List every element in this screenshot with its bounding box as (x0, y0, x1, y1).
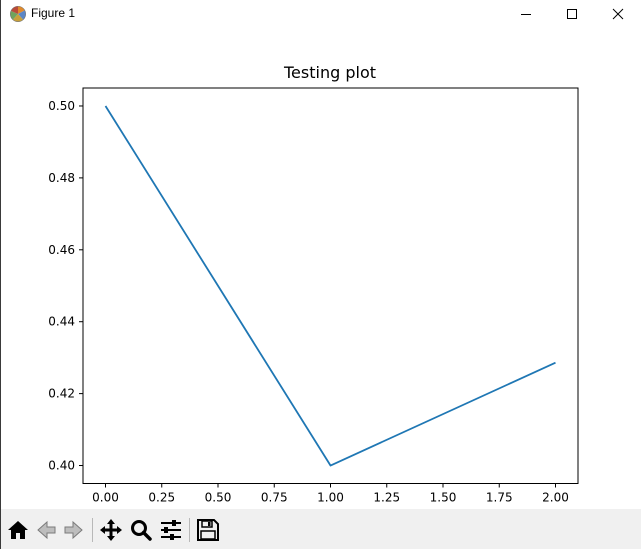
x-tick-label: 2.00 (542, 491, 569, 505)
maximize-icon (567, 9, 577, 19)
y-tick-label: 0.40 (48, 459, 75, 473)
x-tick-label: 1.00 (317, 491, 344, 505)
zoom-magnifier-icon (131, 520, 152, 541)
y-tick-label: 0.46 (48, 243, 75, 257)
zoom-button[interactable] (128, 517, 154, 543)
back-button[interactable] (33, 517, 59, 543)
home-icon (8, 521, 28, 539)
x-tick-label: 0.00 (92, 491, 119, 505)
pan-button[interactable] (98, 517, 124, 543)
x-tick-label: 0.50 (205, 491, 232, 505)
title-bar[interactable]: Figure 1 (1, 0, 641, 28)
y-tick-label: 0.44 (48, 315, 75, 329)
save-floppy-icon (197, 519, 219, 541)
x-tick-label: 1.50 (430, 491, 457, 505)
line-chart: Testing plot 0.00 0.25 0.50 0.75 1.00 1.25 1.5… (48, 63, 579, 505)
x-tick-label: 1.75 (486, 491, 513, 505)
back-arrow-icon (37, 520, 56, 540)
figure-canvas[interactable]: Testing plot 0.00 0.25 0.50 0.75 1.00 1.25 1.5… (1, 28, 641, 509)
y-tick-label: 0.48 (48, 171, 75, 185)
axes-frame (82, 87, 579, 484)
x-tick-label: 0.25 (148, 491, 175, 505)
minimize-icon (521, 14, 531, 15)
subplots-config-icon (161, 520, 181, 540)
home-button[interactable] (5, 517, 31, 543)
toolbar-separator (92, 518, 93, 542)
save-button[interactable] (195, 517, 221, 543)
toolbar-separator (189, 518, 190, 542)
series-line (104, 105, 556, 467)
close-button[interactable] (595, 0, 641, 28)
configure-subplots-button[interactable] (158, 517, 184, 543)
y-tick-label: 0.50 (48, 99, 75, 113)
x-tick-label: 0.75 (261, 491, 288, 505)
chart-title: Testing plot (283, 63, 376, 82)
navigation-toolbar (1, 509, 641, 549)
forward-arrow-icon (64, 520, 83, 540)
minimize-button[interactable] (503, 0, 549, 28)
y-tick-label: 0.42 (48, 387, 75, 401)
maximize-button[interactable] (549, 0, 595, 28)
pan-move-icon (100, 519, 122, 541)
close-icon (612, 8, 624, 20)
x-tick-label: 1.25 (373, 491, 400, 505)
matplotlib-icon (9, 5, 27, 23)
forward-button[interactable] (61, 517, 87, 543)
window-title: Figure 1 (31, 6, 76, 20)
